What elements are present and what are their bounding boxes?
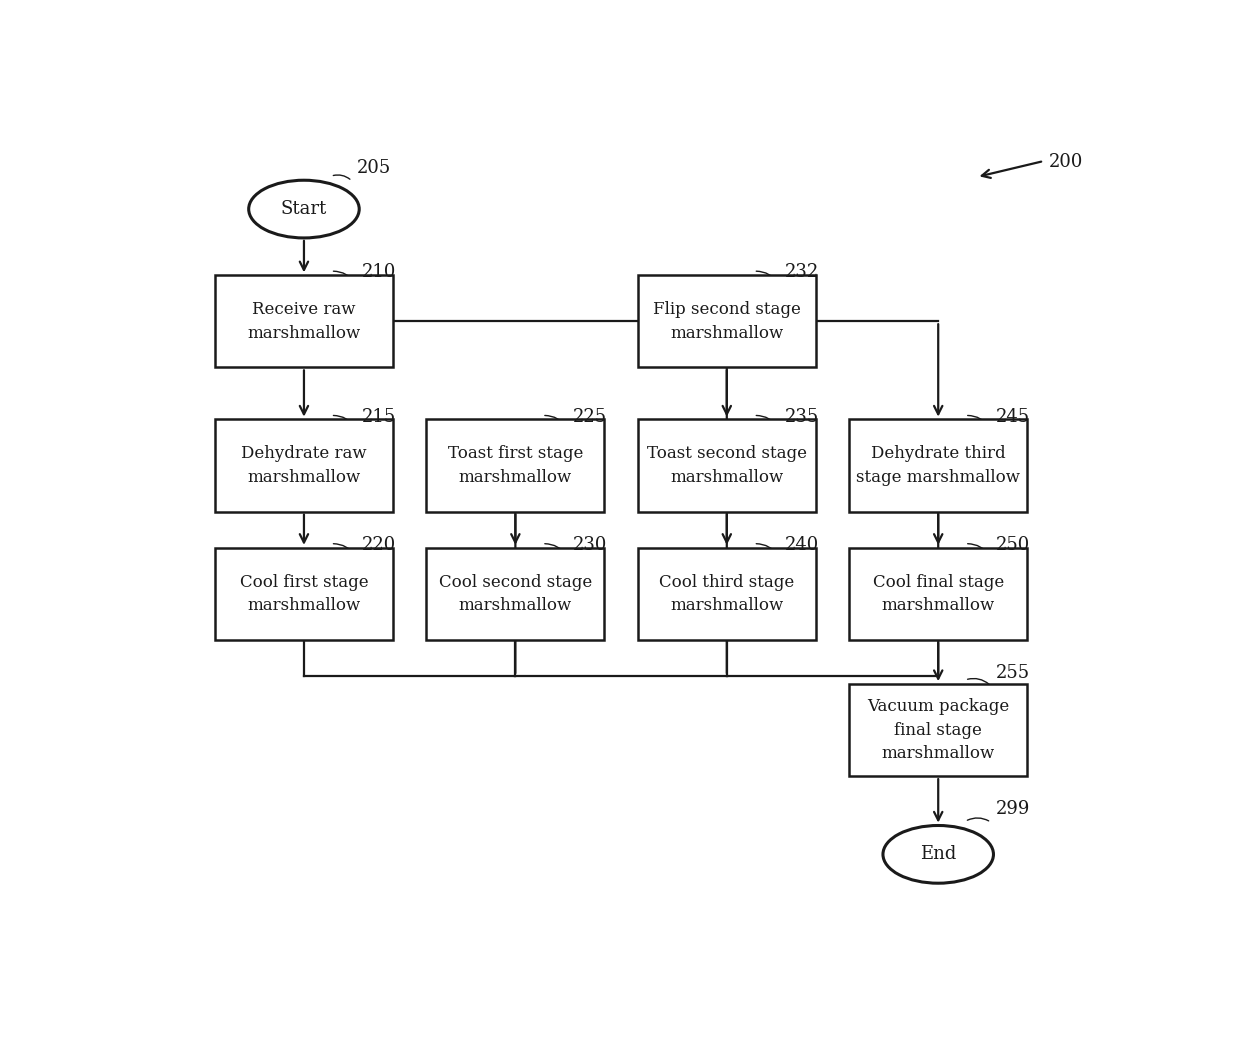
FancyBboxPatch shape: [849, 548, 1027, 640]
FancyBboxPatch shape: [849, 684, 1027, 777]
Text: Cool first stage
marshmallow: Cool first stage marshmallow: [239, 574, 368, 614]
Text: Start: Start: [280, 200, 327, 218]
Text: Receive raw
marshmallow: Receive raw marshmallow: [247, 301, 361, 341]
FancyBboxPatch shape: [637, 420, 816, 512]
Text: 215: 215: [362, 407, 396, 426]
Text: 220: 220: [362, 536, 396, 554]
Text: 200: 200: [1049, 153, 1083, 171]
FancyBboxPatch shape: [215, 275, 393, 367]
Text: Dehydrate raw
marshmallow: Dehydrate raw marshmallow: [241, 446, 367, 486]
Text: End: End: [920, 845, 956, 863]
FancyBboxPatch shape: [849, 420, 1027, 512]
Text: 299: 299: [996, 801, 1030, 818]
Text: 240: 240: [785, 536, 818, 554]
Text: Cool second stage
marshmallow: Cool second stage marshmallow: [439, 574, 591, 614]
FancyBboxPatch shape: [637, 275, 816, 367]
FancyBboxPatch shape: [637, 548, 816, 640]
Text: 245: 245: [996, 407, 1030, 426]
Text: Cool final stage
marshmallow: Cool final stage marshmallow: [873, 574, 1004, 614]
Text: 225: 225: [573, 407, 608, 426]
FancyBboxPatch shape: [215, 420, 393, 512]
FancyBboxPatch shape: [215, 548, 393, 640]
Ellipse shape: [883, 826, 993, 883]
Text: 205: 205: [357, 159, 391, 177]
Text: 210: 210: [362, 263, 396, 281]
FancyBboxPatch shape: [427, 548, 604, 640]
Text: Toast first stage
marshmallow: Toast first stage marshmallow: [448, 446, 583, 486]
Text: Toast second stage
marshmallow: Toast second stage marshmallow: [647, 446, 807, 486]
Text: 232: 232: [785, 263, 818, 281]
Ellipse shape: [249, 180, 360, 238]
Text: 255: 255: [996, 664, 1030, 682]
Text: Cool third stage
marshmallow: Cool third stage marshmallow: [660, 574, 795, 614]
Text: Dehydrate third
stage marshmallow: Dehydrate third stage marshmallow: [856, 446, 1021, 486]
Text: Flip second stage
marshmallow: Flip second stage marshmallow: [652, 301, 801, 341]
Text: 250: 250: [996, 536, 1030, 554]
FancyBboxPatch shape: [427, 420, 604, 512]
Text: 235: 235: [785, 407, 818, 426]
Text: Vacuum package
final stage
marshmallow: Vacuum package final stage marshmallow: [867, 699, 1009, 762]
Text: 230: 230: [573, 536, 608, 554]
